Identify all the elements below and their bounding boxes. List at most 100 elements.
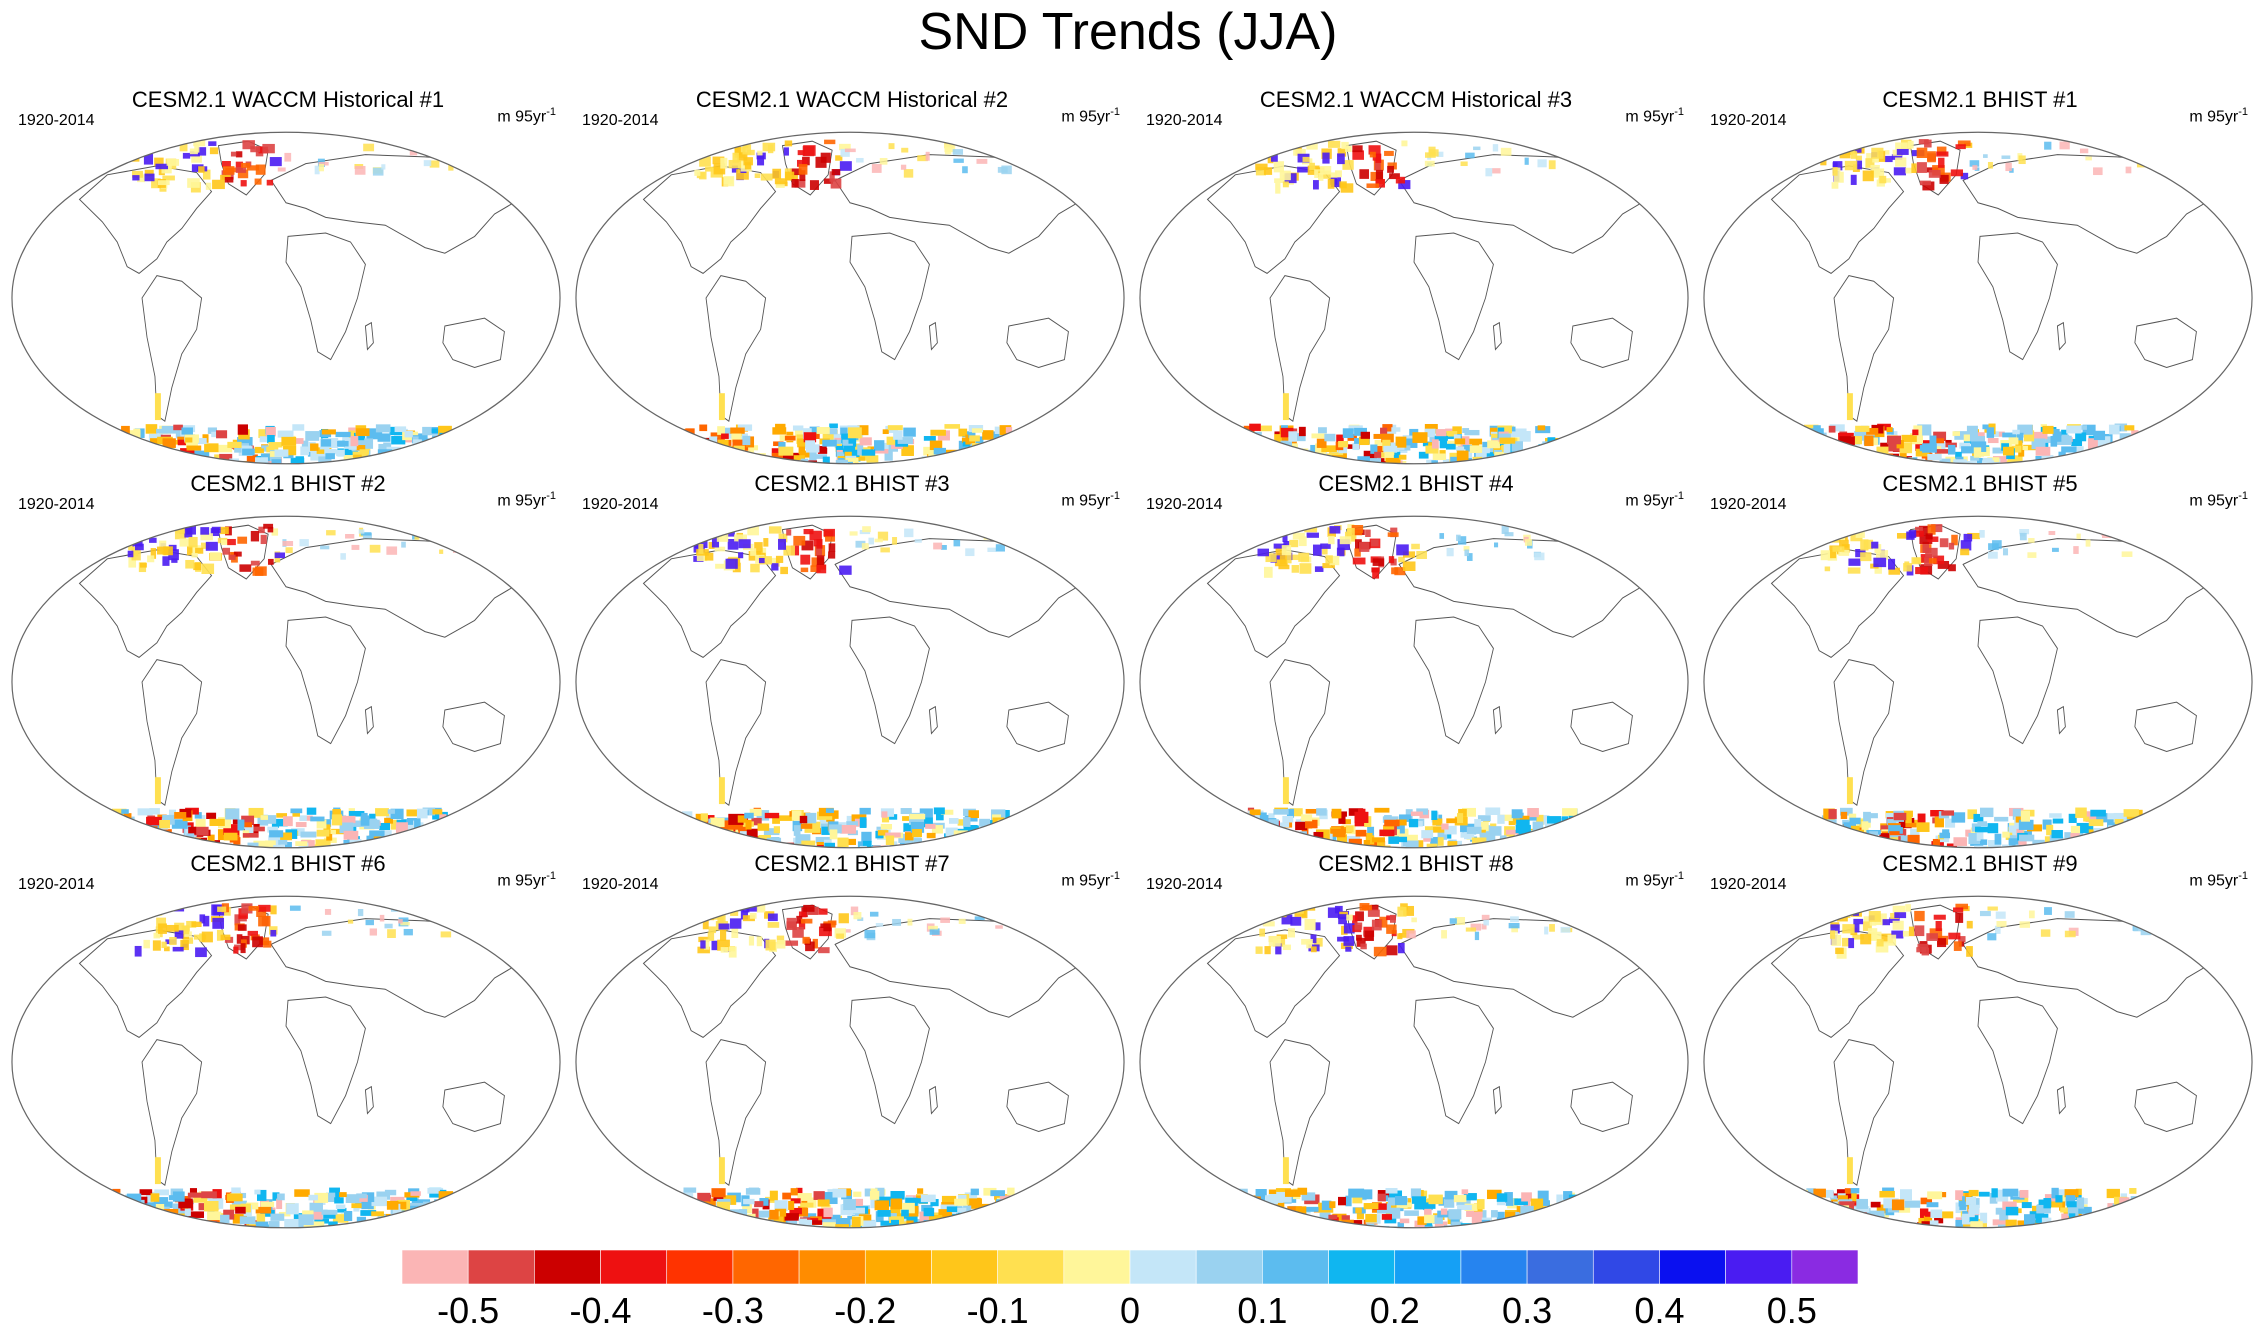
map-frame [1139,515,1689,849]
panel-title: CESM2.1 BHIST #5 [1882,471,2078,496]
coastline [364,1085,374,1115]
map-frame [1139,131,1689,465]
colorbar-box [931,1250,998,1284]
colorbar-box [1592,1250,1660,1284]
colorbar-box [600,1250,668,1284]
coastline [1492,321,1502,351]
coastline [2134,317,2197,368]
map-frame [575,515,1125,849]
coastline [1977,232,2058,361]
map-panel: CESM2.1 WACCM Historical #1 1920-2014 m 95… [8,86,568,468]
coastline [1413,996,1494,1125]
panel-period: 1920-2014 [1710,876,1787,893]
colorbar-tick-label: 0.3 [1502,1290,1553,1331]
coastline [1006,317,1069,368]
colorbar-tick-label: -0.3 [701,1290,764,1331]
coastline [1398,538,1653,638]
map-frame [575,131,1125,465]
panel-title: CESM2.1 WACCM Historical #3 [1259,87,1573,112]
panel-period: 1920-2014 [582,496,659,513]
coastline [141,275,203,423]
coastline [2056,1085,2066,1115]
coastline [928,705,938,735]
panel-period: 1920-2014 [18,112,95,129]
coastline [364,705,374,735]
world-map [11,895,561,1229]
coastline [642,929,777,1038]
world-map [11,515,561,849]
world-map [1139,895,1689,1229]
colorbar-box [864,1250,932,1284]
coastline [1269,1039,1331,1187]
map-panel: CESM2.1 BHIST #8 1920-2014 m 95yr-1 [1136,850,1696,1232]
colorbar-box [798,1250,866,1284]
coastline [1398,154,1653,254]
coastline [705,1039,767,1187]
panel-title: CESM2.1 BHIST #4 [1318,471,1514,496]
coastline [141,1039,203,1187]
colorbar-box [402,1250,469,1284]
panel-units: m 95yr-1 [497,106,556,126]
coastline [1492,1085,1502,1115]
map-frame [1703,515,2253,849]
panel-units: m 95yr-1 [1061,490,1120,510]
colorbar-box [1460,1250,1528,1284]
map-frame [11,895,561,1229]
colorbar-box [1725,1250,1793,1284]
map-panel: CESM2.1 BHIST #7 1920-2014 m 95yr-1 [572,850,1132,1232]
map-frame [1703,895,2253,1229]
world-map [1139,131,1689,465]
coastline [834,154,1089,254]
coastline [442,317,505,368]
coastline [1977,616,2058,745]
coastline [849,996,930,1125]
panel-units: m 95yr-1 [1625,870,1684,890]
panel-units: m 95yr-1 [2189,870,2248,890]
coastline [1833,275,1895,423]
panel-title: CESM2.1 WACCM Historical #1 [131,87,445,112]
coastline [642,549,777,658]
map-panel: CESM2.1 BHIST #6 1920-2014 m 95yr-1 [8,850,568,1232]
world-map [1703,515,2253,849]
colorbar-box [1791,1250,1858,1284]
colorbar-tick-label: 0.5 [1766,1290,1817,1331]
coastline [2134,1081,2197,1132]
map-panel: CESM2.1 BHIST #1 1920-2014 m 95yr-1 [1700,86,2256,468]
panel-title: CESM2.1 BHIST #9 [1882,851,2078,876]
coastline [1492,705,1502,735]
map-frame [1139,895,1689,1229]
coastline [1269,659,1331,807]
coastline [2056,705,2066,735]
panel-period: 1920-2014 [1146,112,1223,129]
coastline [834,918,1089,1018]
panel-units: m 95yr-1 [2189,490,2248,510]
map-frame [1703,131,2253,465]
colorbar-box [1659,1250,1726,1284]
panel-units: m 95yr-1 [1061,870,1120,890]
coastline [705,275,767,423]
coastline [1413,616,1494,745]
coastline [2134,701,2197,752]
panel-units: m 95yr-1 [1061,106,1120,126]
coastline [1977,996,2058,1125]
world-map [575,895,1125,1229]
colorbar-box [1526,1250,1594,1284]
panel-period: 1920-2014 [1710,112,1787,129]
panel-title: CESM2.1 BHIST #2 [190,471,386,496]
coastline [1206,549,1341,658]
coastline [781,140,833,196]
panel-units: m 95yr-1 [1625,490,1684,510]
map-panel: CESM2.1 WACCM Historical #2 1920-2014 m 95… [572,86,1132,468]
colorbar-box [1262,1250,1329,1284]
colorbar-tick-label: -0.1 [966,1290,1029,1331]
colorbar-box [534,1250,601,1284]
coastline [1833,1039,1895,1187]
map-panel: CESM2.1 BHIST #4 1920-2014 m 95yr-1 [1136,470,1696,852]
map-panel: CESM2.1 BHIST #3 1920-2014 m 95yr-1 [572,470,1132,852]
panel-period: 1920-2014 [18,496,95,513]
colorbar-tick-label: -0.4 [569,1290,632,1331]
coastline [1962,918,2217,1018]
coastline [285,232,366,361]
colorbar-tick-label: -0.5 [437,1290,500,1331]
world-map [1703,895,2253,1229]
